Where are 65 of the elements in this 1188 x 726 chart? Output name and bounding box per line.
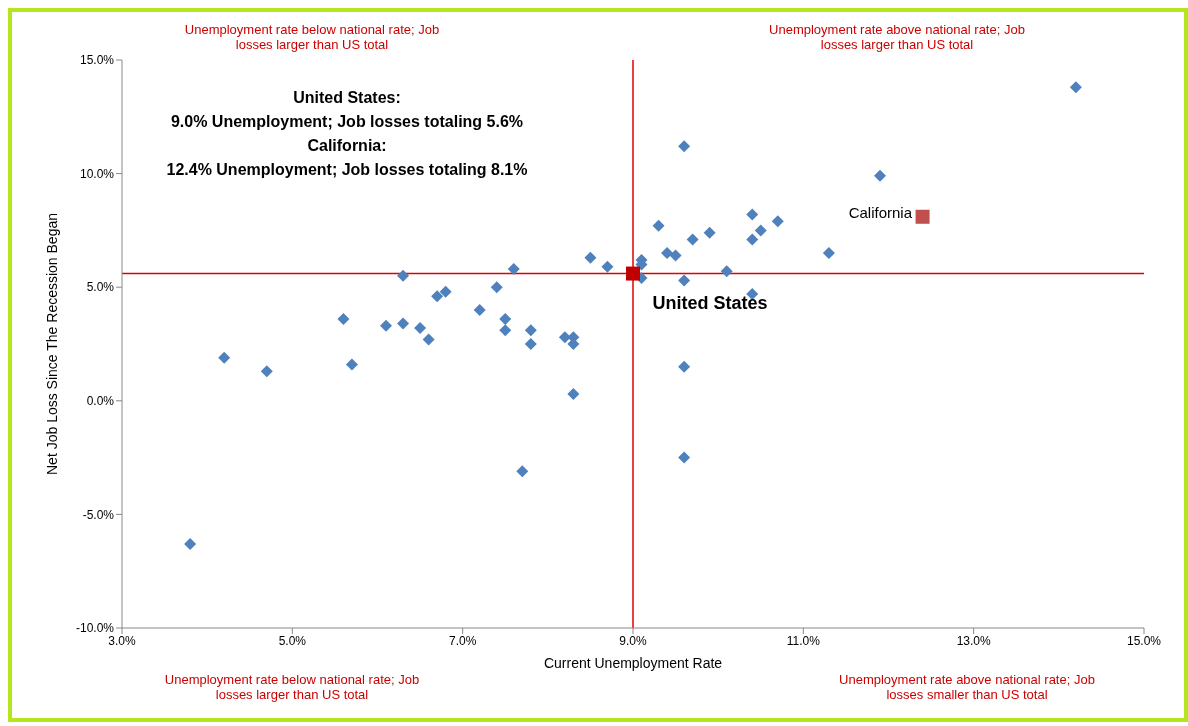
x-tick-label: 7.0% — [448, 633, 477, 648]
point — [473, 303, 486, 316]
point — [337, 313, 350, 326]
y-tick-label: 10.0% — [79, 166, 115, 181]
point — [771, 215, 784, 228]
x-tick-label: 13.0% — [956, 633, 992, 648]
y-tick-label: 0.0% — [86, 394, 115, 409]
text: Unemployment rate above national rate; Job losses smaller than US total — [838, 672, 1096, 702]
x-tick-label: 5.0% — [278, 633, 307, 648]
point — [686, 233, 699, 246]
point — [915, 209, 930, 224]
point — [439, 285, 452, 298]
point — [652, 219, 665, 232]
point — [380, 319, 393, 332]
point — [703, 226, 716, 239]
point — [678, 140, 691, 153]
point — [490, 281, 503, 294]
point — [499, 313, 512, 326]
point — [422, 333, 435, 346]
point — [754, 224, 767, 237]
y-tick-label: -5.0% — [82, 507, 115, 522]
x-tick-label: 3.0% — [108, 633, 136, 648]
x-tick-label: 11.0% — [786, 633, 821, 648]
point — [516, 465, 529, 478]
point — [524, 324, 537, 337]
point — [678, 274, 691, 287]
point — [661, 247, 674, 260]
series-label: United States — [652, 293, 768, 314]
point — [584, 251, 597, 264]
point — [414, 322, 427, 335]
text: Unemployment rate below national rate; Job losses larger than US total — [163, 672, 421, 702]
point — [822, 247, 835, 260]
point — [669, 249, 682, 262]
point — [260, 365, 273, 378]
point — [431, 290, 444, 303]
x-tick-label: 15.0% — [1126, 633, 1162, 648]
y-axis-title: Net Job Loss Since The Recession Began — [43, 212, 60, 476]
point — [626, 266, 640, 281]
x-tick-label: 9.0% — [619, 633, 647, 648]
y-tick-label: -10.0% — [75, 621, 115, 636]
point — [746, 233, 759, 246]
point — [567, 387, 580, 400]
text: Unemployment rate above national rate; Job losses larger than US total — [768, 22, 1026, 52]
point — [746, 208, 759, 221]
point — [524, 338, 537, 350]
point — [499, 324, 512, 337]
point — [184, 537, 197, 550]
point — [873, 169, 886, 182]
point — [218, 351, 231, 364]
y-tick-label: 5.0% — [86, 280, 115, 295]
text: Unemployment rate below national rate; Job losses larger than US total — [183, 22, 441, 52]
point — [345, 358, 358, 371]
point — [397, 317, 410, 330]
point — [678, 360, 691, 373]
point — [397, 269, 410, 282]
point — [601, 260, 614, 273]
point — [507, 263, 520, 276]
series-label: California — [848, 204, 913, 222]
point — [678, 451, 691, 464]
x-axis-title: Current Unemployment Rate — [543, 655, 723, 671]
point — [720, 265, 733, 278]
point — [1069, 81, 1082, 94]
y-tick-label: 15.0% — [79, 53, 115, 68]
point — [558, 331, 571, 344]
annotation: United States: 9.0% Unemployment; Job losses totaling 5.6% California: 12.4% Unemployment; Job losses totaling 8.1% — [165, 88, 529, 180]
